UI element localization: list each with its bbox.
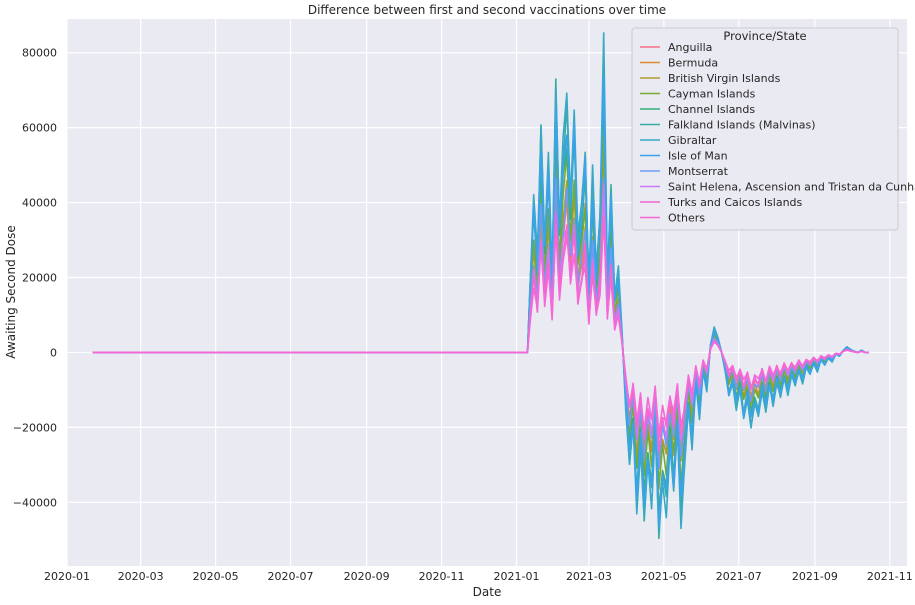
legend-label: Saint Helena, Ascension and Tristan da C…: [668, 181, 915, 194]
legend-label: Cayman Islands: [668, 88, 756, 101]
x-tick-label: 2021-11: [867, 570, 913, 583]
y-axis-label: Awaiting Second Dose: [4, 225, 18, 359]
legend-label: Bermuda: [668, 57, 718, 70]
series-line: [92, 215, 869, 437]
legend-title: Province/State: [723, 29, 806, 43]
y-axis-ticks: −40000 −20000 0 20000 40000 60000 80000: [13, 47, 57, 510]
x-tick-label: 2021-09: [792, 570, 838, 583]
x-tick-label: 2020-03: [118, 570, 164, 583]
y-tick-label: −40000: [13, 496, 57, 509]
x-tick-label: 2021-03: [566, 570, 612, 583]
x-tick-label: 2021-01: [493, 570, 539, 583]
legend: Province/State Anguilla Bermuda British Vi…: [631, 27, 915, 231]
legend-label: Turks and Caicos Islands: [667, 196, 803, 209]
x-tick-label: 2020-09: [344, 570, 390, 583]
y-tick-label: −20000: [13, 421, 57, 434]
legend-label: Channel Islands: [668, 103, 755, 116]
x-tick-label: 2021-07: [716, 570, 762, 583]
x-tick-label: 2020-07: [268, 570, 314, 583]
legend-label: Isle of Man: [668, 150, 728, 163]
legend-items: Anguilla Bermuda British Virgin Islands Cay…: [640, 41, 915, 225]
y-tick-label: 80000: [22, 47, 57, 60]
legend-label: Gibraltar: [668, 134, 717, 147]
x-tick-label: 2021-05: [641, 570, 687, 583]
legend-label: Falkland Islands (Malvinas): [668, 119, 816, 132]
series-layer: [92, 32, 869, 540]
legend-box: [631, 27, 899, 231]
x-tick-label: 2020-11: [419, 570, 465, 583]
legend-label: Anguilla: [668, 41, 712, 54]
y-tick-label: 20000: [22, 272, 57, 285]
x-tick-label: 2020-01: [44, 570, 90, 583]
y-tick-label: 40000: [22, 197, 57, 210]
y-tick-label: 60000: [22, 122, 57, 135]
legend-label: Montserrat: [668, 165, 729, 178]
x-tick-label: 2020-05: [193, 570, 239, 583]
x-axis-label: Date: [473, 585, 502, 599]
y-tick-label: 0: [50, 346, 57, 359]
legend-label: British Virgin Islands: [668, 72, 781, 85]
x-axis-ticks: 2020-01 2020-03 2020-05 2020-07 2020-09 2020-…: [44, 570, 913, 583]
legend-label: Others: [668, 212, 705, 225]
chart-title: Difference between first and second vacc…: [308, 3, 666, 17]
